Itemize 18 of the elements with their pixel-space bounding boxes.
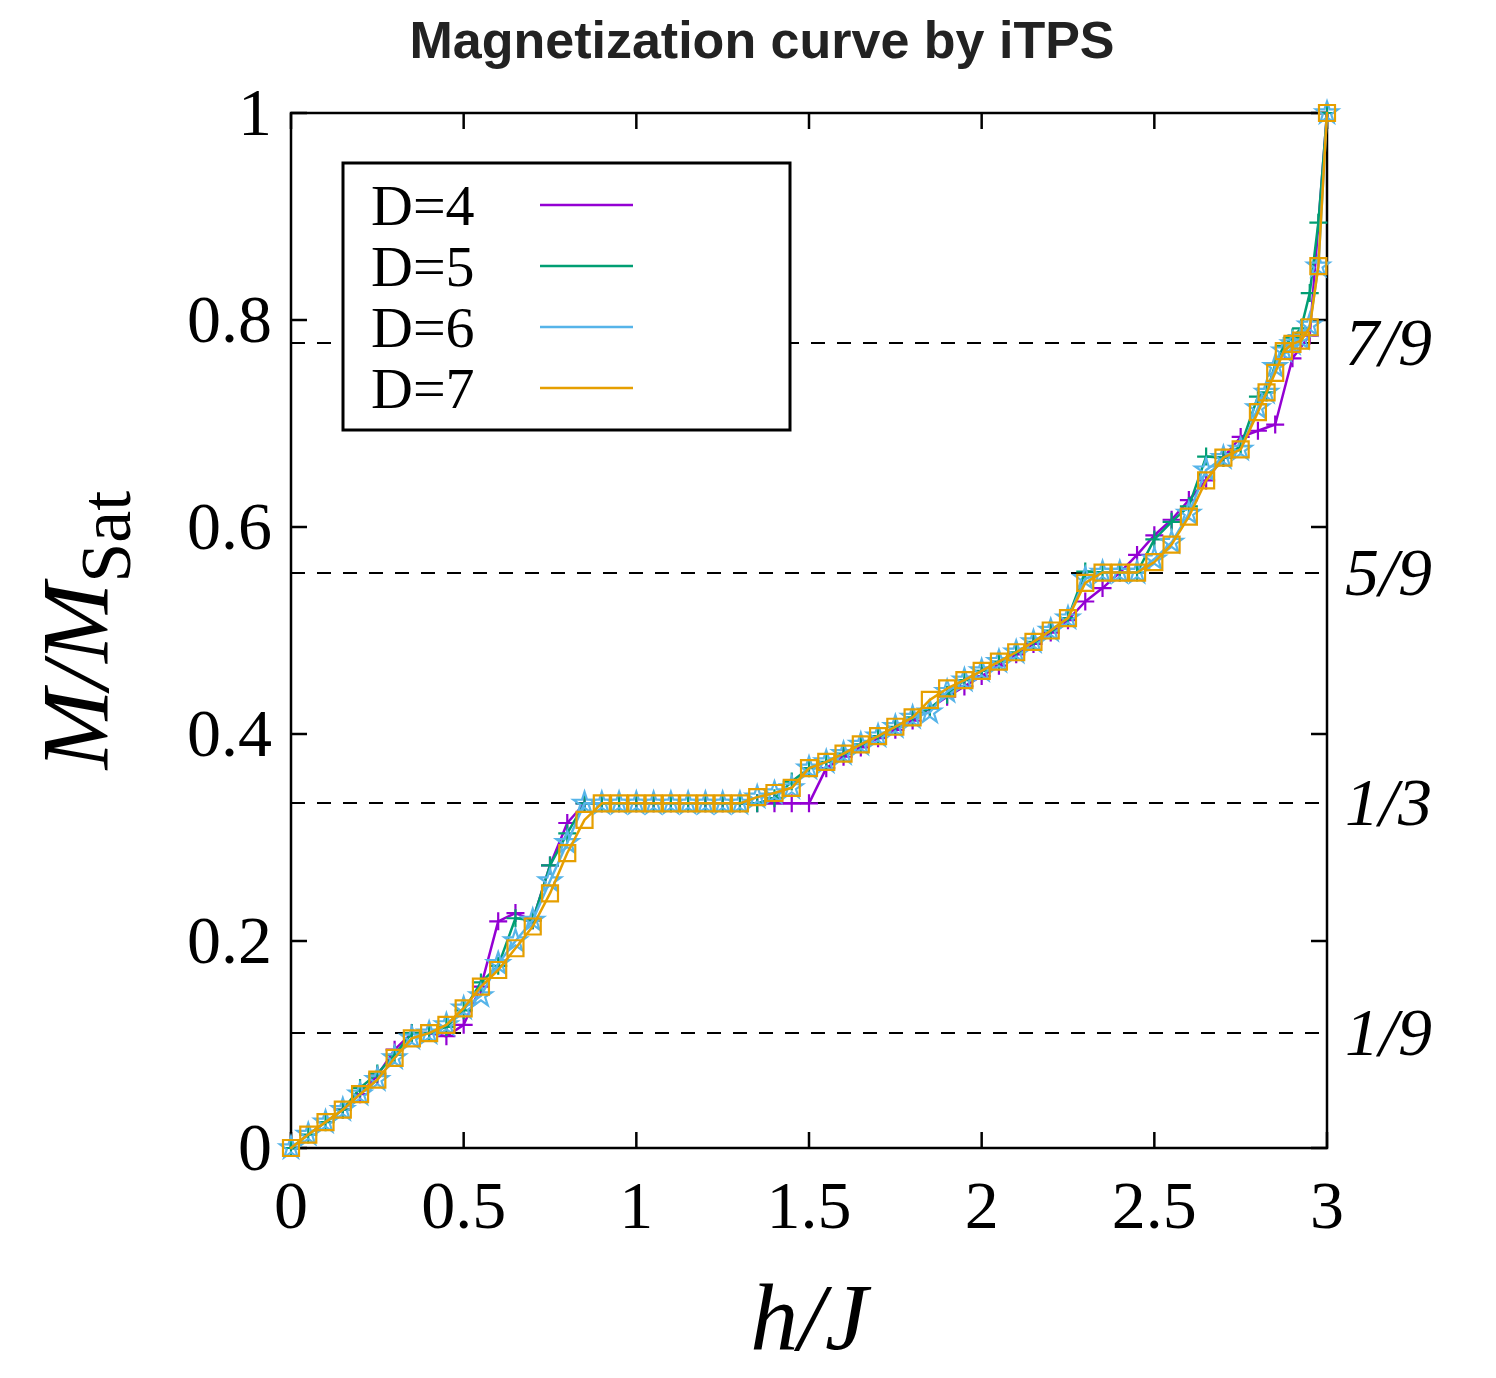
text: 7/9 [1345, 303, 1432, 380]
y-tick-label: 0.4 [187, 695, 272, 771]
text: 5/9 [1345, 533, 1432, 610]
x-axis-title: h/J [750, 1264, 873, 1371]
x-tick-label: 2 [964, 1167, 999, 1243]
text: 1/9 [1345, 994, 1432, 1071]
y-tick-label: 0.8 [187, 281, 272, 357]
x-tick-label: 0.5 [421, 1167, 507, 1243]
y-tick-label: 0.6 [187, 488, 272, 564]
y-tick-label: 1 [238, 74, 272, 150]
x-tick-label: 3 [1310, 1167, 1344, 1243]
text: 1/3 [1345, 764, 1432, 841]
y-tick-label: 0.2 [187, 902, 272, 978]
chart-title: Magnetization curve by iTPS [409, 11, 1115, 69]
x-tick-label: 1 [619, 1167, 654, 1243]
y-tick-label: 0 [238, 1109, 272, 1185]
x-tick-label: 2.5 [1111, 1167, 1197, 1243]
x-tick-label: 1.5 [766, 1167, 852, 1243]
